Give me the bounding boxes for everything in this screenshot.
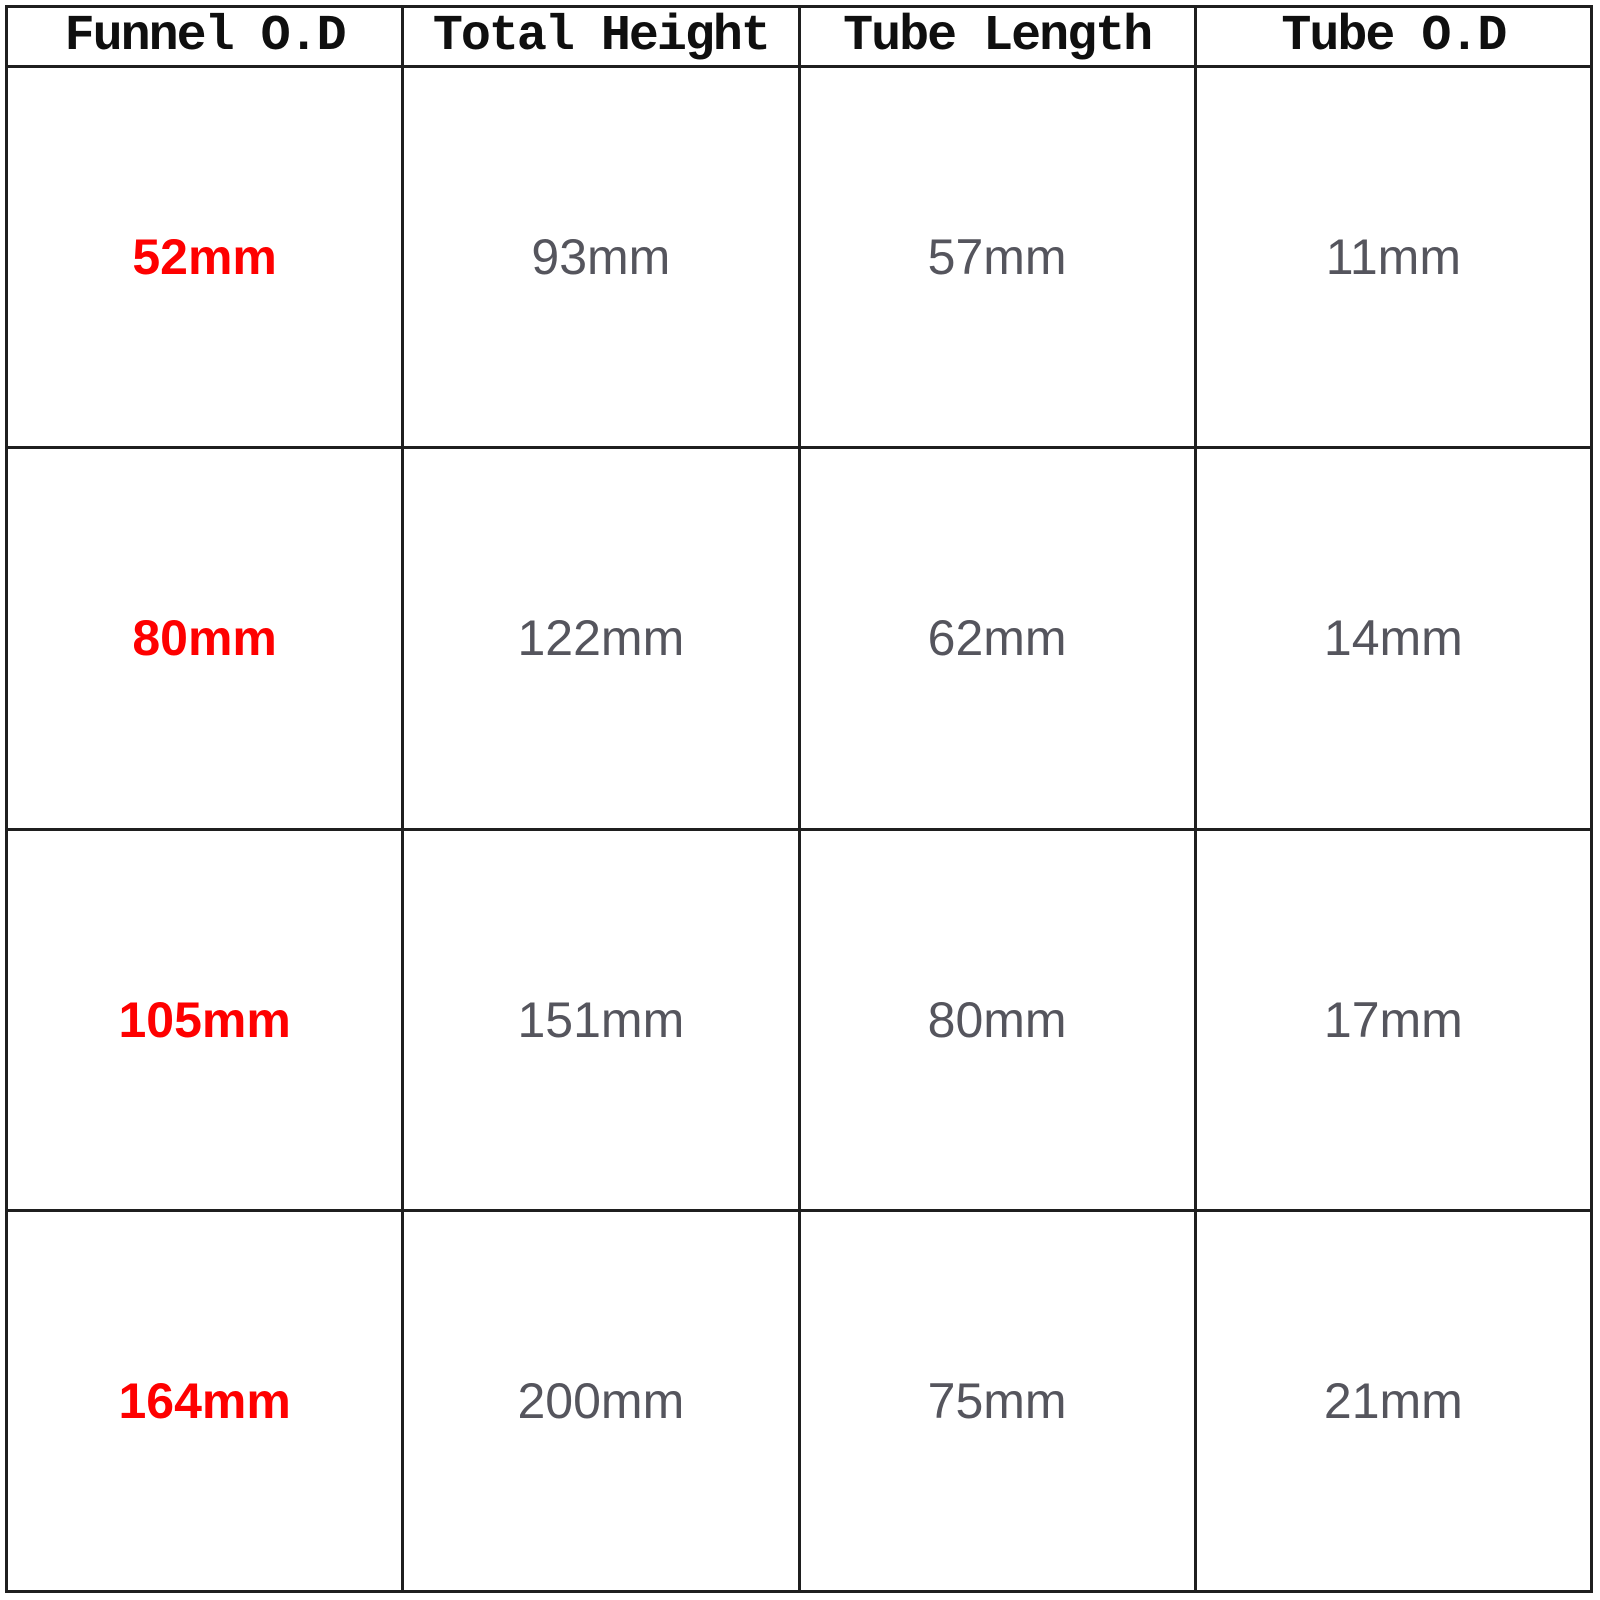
cell-tube-od: 21mm [1193, 1208, 1594, 1594]
cell-tube-length: 80mm [797, 827, 1197, 1212]
cell-tube-length: 57mm [797, 64, 1197, 450]
header-tube-length: Tube Length [797, 5, 1197, 68]
header-funnel-od: Funnel O.D [4, 5, 405, 68]
cell-funnel-od: 52mm [4, 64, 405, 450]
cell-total-height: 200mm [401, 1208, 801, 1594]
table-row: 164mm 200mm 75mm 21mm [4, 1208, 1594, 1594]
table-row: 105mm 151mm 80mm 17mm [4, 827, 1594, 1212]
cell-funnel-od: 105mm [4, 827, 405, 1212]
table-row: 52mm 93mm 57mm 11mm [4, 64, 1594, 450]
cell-total-height: 151mm [401, 827, 801, 1212]
cell-funnel-od: 164mm [4, 1208, 405, 1594]
funnel-spec-table: Funnel O.D Total Height Tube Length Tube… [4, 5, 1594, 1594]
cell-tube-od: 14mm [1193, 446, 1594, 831]
cell-tube-length: 75mm [797, 1208, 1197, 1594]
cell-funnel-od: 80mm [4, 446, 405, 831]
cell-total-height: 93mm [401, 64, 801, 450]
header-row: Funnel O.D Total Height Tube Length Tube… [4, 5, 1594, 68]
cell-tube-od: 17mm [1193, 827, 1594, 1212]
table-row: 80mm 122mm 62mm 14mm [4, 446, 1594, 831]
cell-total-height: 122mm [401, 446, 801, 831]
cell-tube-length: 62mm [797, 446, 1197, 831]
header-total-height: Total Height [401, 5, 801, 68]
header-tube-od: Tube O.D [1193, 5, 1594, 68]
cell-tube-od: 11mm [1193, 64, 1594, 450]
